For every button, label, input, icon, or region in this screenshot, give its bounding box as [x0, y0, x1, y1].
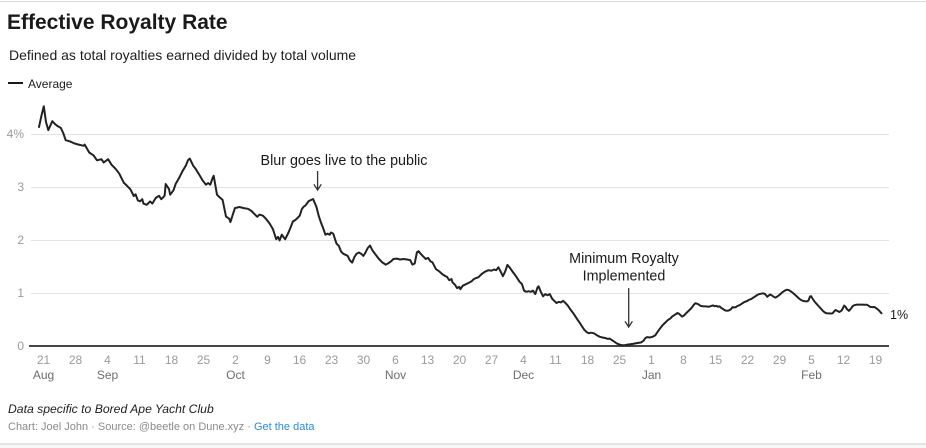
svg-text:23: 23 [325, 353, 339, 367]
svg-text:0: 0 [17, 339, 24, 353]
svg-text:6: 6 [392, 353, 399, 367]
svg-text:Feb: Feb [801, 368, 822, 382]
svg-text:19: 19 [869, 353, 883, 367]
svg-text:Jan: Jan [642, 368, 661, 382]
svg-text:4%: 4% [7, 127, 25, 141]
svg-text:11: 11 [133, 353, 146, 367]
svg-text:Nov: Nov [385, 368, 406, 382]
svg-text:3: 3 [17, 180, 24, 194]
svg-text:20: 20 [453, 353, 467, 367]
svg-text:27: 27 [485, 353, 499, 367]
svg-text:11: 11 [549, 353, 562, 367]
svg-text:21: 21 [37, 353, 51, 367]
svg-text:25: 25 [613, 353, 627, 367]
svg-text:18: 18 [581, 353, 595, 367]
svg-text:Oct: Oct [226, 368, 245, 382]
svg-text:4: 4 [104, 353, 111, 367]
svg-text:15: 15 [709, 353, 723, 367]
svg-text:9: 9 [264, 353, 271, 367]
svg-text:1%: 1% [890, 308, 908, 322]
svg-text:25: 25 [197, 353, 211, 367]
svg-text:29: 29 [773, 353, 787, 367]
svg-text:16: 16 [293, 353, 307, 367]
svg-text:Sep: Sep [97, 368, 119, 382]
svg-text:1: 1 [648, 353, 655, 367]
svg-text:1: 1 [17, 286, 24, 300]
svg-text:5: 5 [808, 353, 815, 367]
svg-text:12: 12 [837, 353, 851, 367]
svg-text:Minimum Royalty: Minimum Royalty [569, 251, 679, 267]
svg-text:2: 2 [17, 233, 24, 247]
svg-text:2: 2 [232, 353, 239, 367]
svg-text:30: 30 [357, 353, 371, 367]
svg-text:18: 18 [165, 353, 179, 367]
svg-text:Blur goes live to the public: Blur goes live to the public [261, 153, 428, 169]
svg-text:13: 13 [421, 353, 435, 367]
svg-text:Dec: Dec [513, 368, 534, 382]
svg-text:Implemented: Implemented [583, 269, 666, 285]
svg-text:22: 22 [741, 353, 755, 367]
svg-text:Aug: Aug [33, 368, 54, 382]
svg-text:8: 8 [680, 353, 687, 367]
svg-text:28: 28 [69, 353, 83, 367]
svg-text:4: 4 [520, 353, 527, 367]
